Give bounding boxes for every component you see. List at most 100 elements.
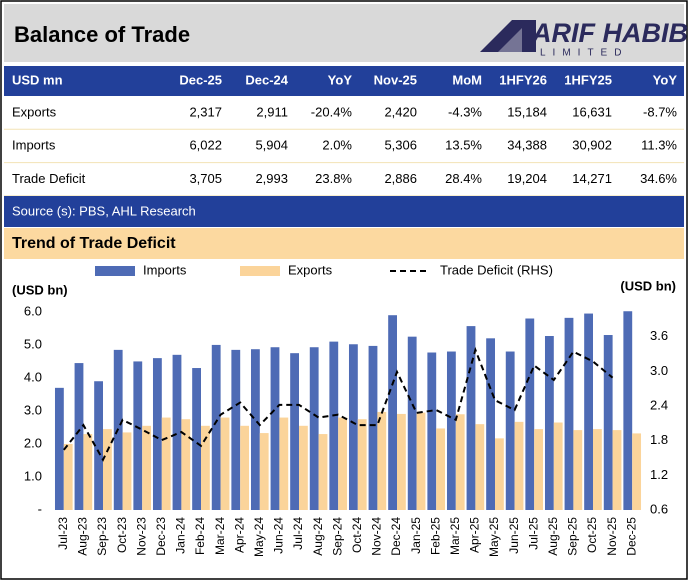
bar — [514, 421, 524, 510]
bar — [181, 419, 191, 510]
y2-tick-label: 2.4 — [650, 397, 668, 412]
bar — [377, 411, 387, 510]
cell: -20.4% — [311, 104, 353, 119]
column-header: Dec-25 — [179, 72, 222, 87]
x-tick-label: Jan-24 — [174, 517, 188, 554]
x-tick-label: Apr-25 — [468, 517, 482, 553]
legend-label: Trade Deficit (RHS) — [440, 262, 553, 277]
cell: 34,388 — [507, 138, 547, 153]
logo: ARIF HABIB LIMITED — [480, 18, 688, 59]
y-tick-label: 3.0 — [24, 402, 42, 417]
y-tick-label: 1.0 — [24, 468, 42, 483]
bar — [83, 434, 93, 510]
line — [63, 346, 614, 462]
x-tick-label: May-25 — [487, 517, 501, 557]
column-header: 1HFY25 — [564, 72, 612, 87]
bar — [553, 422, 563, 510]
column-header: MoM — [452, 72, 482, 87]
source: Source (s): PBS, AHL Research — [12, 203, 196, 218]
cell: 2,886 — [384, 171, 417, 186]
bar — [201, 425, 210, 510]
bar — [94, 381, 103, 510]
cell: 19,204 — [507, 171, 547, 186]
x-tick-label: Aug-24 — [311, 517, 325, 556]
row-label: Imports — [12, 138, 56, 153]
column-header: YoY — [328, 72, 353, 87]
cell: 11.3% — [641, 138, 677, 153]
x-tick-label: Jan-25 — [409, 517, 423, 554]
x-tick-label: Nov-24 — [370, 517, 384, 556]
cell: 16,631 — [572, 104, 612, 119]
bar — [54, 387, 64, 510]
x-tick-label: May-24 — [252, 517, 266, 557]
cell: 3,705 — [189, 171, 222, 186]
cell: -8.7% — [643, 104, 677, 119]
x-tick-label: Apr-24 — [232, 517, 246, 553]
bar — [368, 345, 378, 510]
bar — [142, 425, 152, 510]
cell: 23.8% — [315, 171, 352, 186]
bar — [623, 311, 633, 510]
y-tick-label: 6.0 — [24, 303, 42, 318]
bar — [357, 419, 367, 510]
cell: 14,271 — [572, 171, 612, 186]
bar — [544, 336, 554, 510]
legend-label: Imports — [143, 262, 187, 277]
x-tick-label: Nov-25 — [605, 517, 619, 556]
bar — [259, 433, 269, 510]
cell: 2,317 — [189, 104, 222, 119]
y2-axis-label: (USD bn) — [620, 278, 676, 293]
x-tick-label: Feb-25 — [428, 517, 442, 555]
logo-icon — [522, 20, 536, 52]
bar — [407, 336, 417, 510]
bar — [455, 414, 465, 510]
logo-sub: LIMITED — [540, 48, 628, 59]
logo-text: ARIF HABIB — [531, 18, 688, 48]
column-header: USD mn — [12, 72, 63, 87]
bar — [231, 349, 241, 510]
bar — [211, 344, 221, 510]
bar — [240, 425, 250, 510]
x-tick-label: Aug-25 — [546, 517, 560, 556]
x-tick-label: Mar-24 — [213, 517, 227, 555]
row-label: Exports — [12, 104, 57, 119]
bar — [220, 417, 230, 510]
x-tick-label: Mar-25 — [448, 517, 462, 555]
y-tick-label: 5.0 — [24, 336, 42, 351]
bar — [161, 417, 171, 510]
section-bg — [4, 228, 684, 259]
x-tick-label: Jun-25 — [507, 517, 521, 554]
y-axis-label: (USD bn) — [12, 282, 68, 297]
source-bg — [4, 196, 684, 227]
y2-tick-label: 3.6 — [650, 328, 668, 343]
bar — [299, 425, 308, 510]
legend-swatch — [240, 266, 280, 276]
y2-tick-label: 3.0 — [650, 363, 668, 378]
row-label: Trade Deficit — [12, 171, 86, 186]
x-tick-label: Jul-24 — [291, 517, 305, 550]
bar — [397, 413, 406, 510]
x-tick-label: Sep-25 — [566, 517, 580, 556]
bar — [270, 347, 280, 510]
cell: 5,904 — [255, 138, 288, 153]
bar — [172, 354, 182, 510]
x-tick-label: Feb-24 — [193, 517, 207, 555]
cell: 13.5% — [445, 138, 482, 153]
x-tick-label: Oct-24 — [350, 517, 364, 553]
bar — [290, 353, 299, 510]
bar — [103, 429, 112, 510]
header-bg — [4, 4, 684, 62]
cell: -4.3% — [448, 104, 482, 119]
x-tick-label: Jun-24 — [272, 517, 286, 554]
cell: 2.0% — [322, 138, 352, 153]
bar — [436, 428, 446, 510]
cell: 30,902 — [572, 138, 612, 153]
bar — [446, 351, 456, 510]
y2-tick-label: 1.2 — [650, 467, 668, 482]
legend-swatch — [95, 266, 135, 276]
chart: (USD bn) (USD bn) - 1.0 2.0 3.0 4.0 5.0 6.0 0.6 1.… — [12, 262, 676, 557]
table-header-bg — [4, 66, 684, 96]
y2-tick-label: 0.6 — [650, 501, 668, 516]
bar — [612, 430, 622, 510]
